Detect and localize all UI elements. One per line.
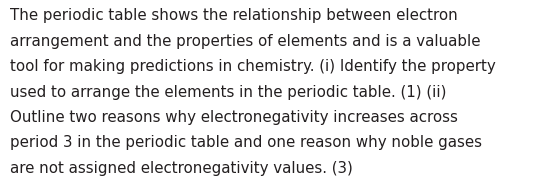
- Text: period 3 in the periodic table and one reason why noble gases: period 3 in the periodic table and one r…: [10, 135, 482, 150]
- Text: tool for making predictions in chemistry. (i) Identify the property: tool for making predictions in chemistry…: [10, 59, 496, 74]
- Text: are not assigned electronegativity values. (3): are not assigned electronegativity value…: [10, 161, 353, 176]
- Text: The periodic table shows the relationship between electron: The periodic table shows the relationshi…: [10, 8, 458, 24]
- Text: Outline two reasons why electronegativity increases across: Outline two reasons why electronegativit…: [10, 110, 458, 125]
- Text: used to arrange the elements in the periodic table. (1) (ii): used to arrange the elements in the peri…: [10, 85, 446, 100]
- Text: arrangement and the properties of elements and is a valuable: arrangement and the properties of elemen…: [10, 34, 480, 49]
